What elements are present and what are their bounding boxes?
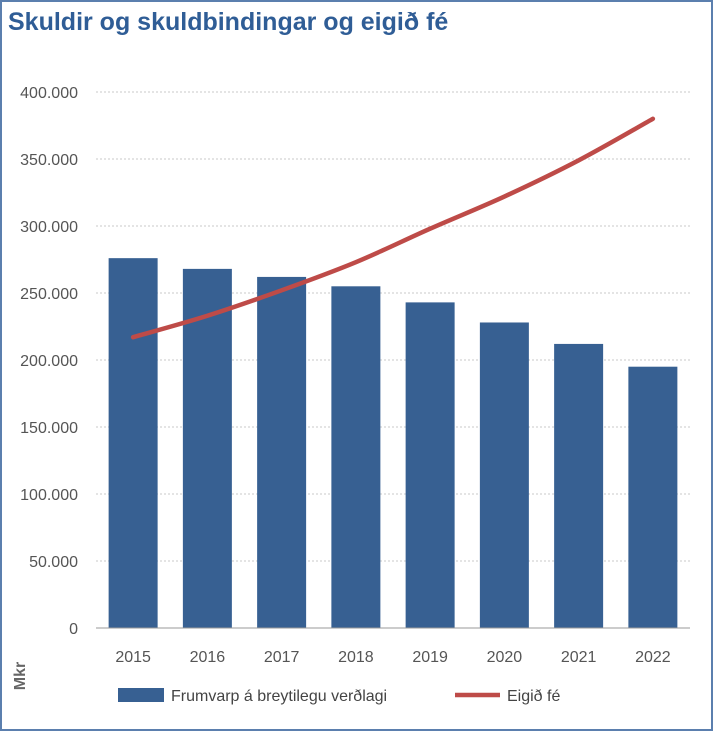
x-tick-label: 2021 <box>561 649 597 666</box>
x-tick-label: 2019 <box>412 649 448 666</box>
bar-2015 <box>108 258 158 628</box>
x-tick-label: 2016 <box>190 649 226 666</box>
chart-title: Skuldir og skuldbindingar og eigið fé <box>8 8 449 36</box>
y-tick-label: 300.000 <box>20 219 78 236</box>
y-tick-label: 0 <box>69 621 78 638</box>
bar-2018 <box>331 286 381 628</box>
y-tick-label: 350.000 <box>20 152 78 169</box>
bar-2016 <box>182 268 232 628</box>
bar-2021 <box>554 343 604 628</box>
y-tick-label: 200.000 <box>20 353 78 370</box>
y-tick-label: 150.000 <box>20 420 78 437</box>
y-tick-label: 400.000 <box>20 85 78 102</box>
y-tick-label: 100.000 <box>20 487 78 504</box>
x-tick-label: 2017 <box>264 649 300 666</box>
y-tick-label: 250.000 <box>20 286 78 303</box>
y-axis-unit-label: Mkr <box>12 662 29 690</box>
x-tick-label: 2020 <box>487 649 523 666</box>
x-tick-label: 2022 <box>635 649 671 666</box>
legend-label-line: Eigið fé <box>507 688 560 705</box>
bar-2019 <box>405 302 455 628</box>
y-tick-label: 50.000 <box>29 554 78 571</box>
bar-2017 <box>257 276 307 628</box>
legend-swatch-bar <box>118 688 164 702</box>
x-tick-label: 2015 <box>115 649 151 666</box>
line-eigid-fe <box>130 116 656 340</box>
x-tick-label: 2018 <box>338 649 374 666</box>
bar-2020 <box>479 322 529 628</box>
bar-2022 <box>628 366 678 628</box>
legend-label-bar: Frumvarp á breytilegu verðlagi <box>171 688 387 705</box>
